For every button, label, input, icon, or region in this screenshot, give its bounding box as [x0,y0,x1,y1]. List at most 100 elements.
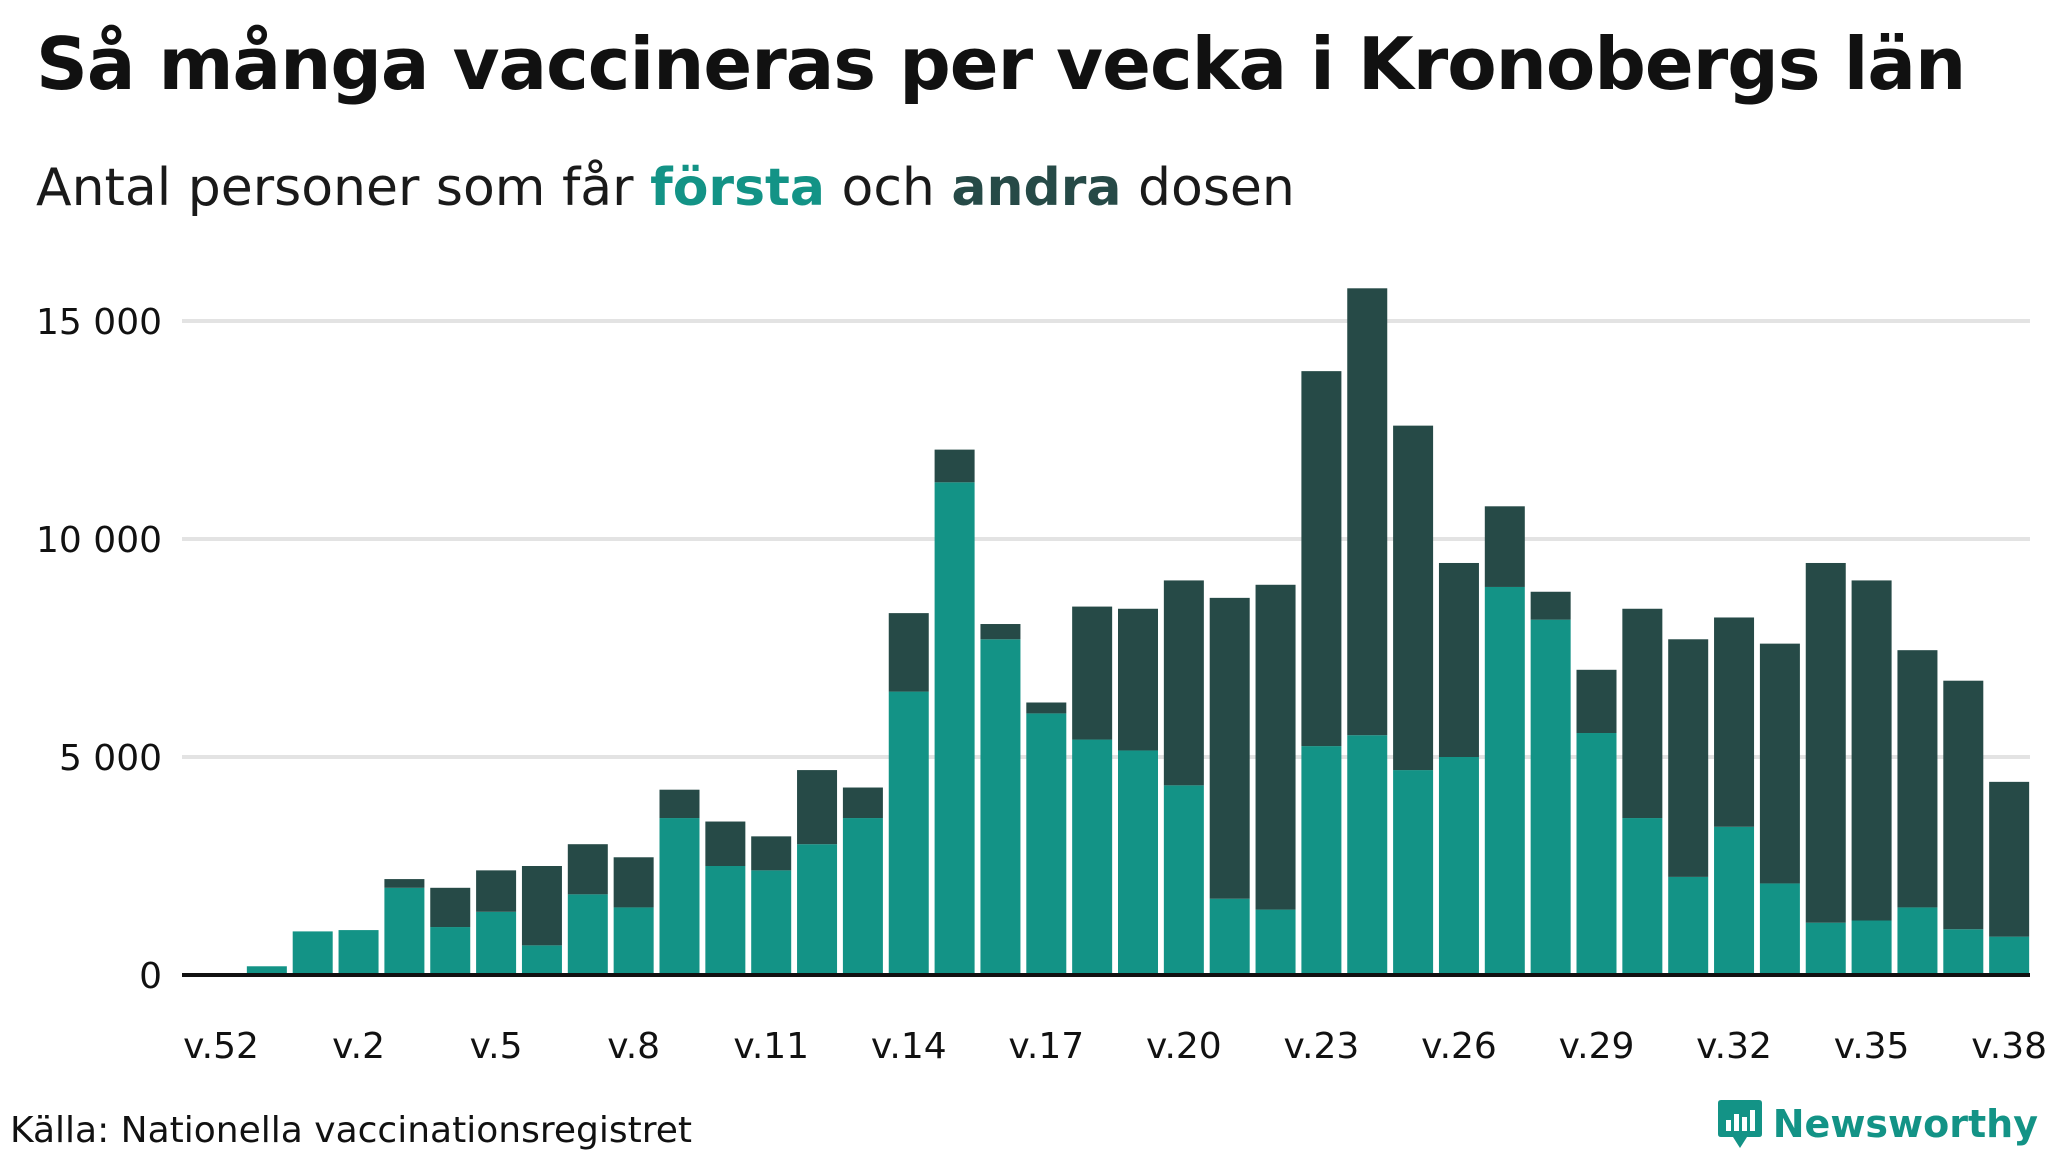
bar-second-dose [1576,669,1617,734]
bar-second-dose [613,857,654,908]
bar-second-dose [1393,425,1434,771]
subtitle-middle: och [824,158,952,218]
bar-first-dose [476,911,517,975]
bar-second-dose [1072,606,1113,740]
bar-first-dose [1209,898,1250,975]
bar-second-dose [1989,781,2030,937]
bar-second-dose [980,624,1021,640]
brand-logo: Newsworthy [1717,1098,2038,1150]
bar-first-dose [1851,920,1892,975]
bar-first-dose [1576,733,1617,975]
bar-first-dose [1530,619,1571,975]
bar-first-dose [1255,909,1296,975]
bar-first-dose [1943,929,1984,975]
bar-second-dose [521,866,562,946]
x-tick-label: v.23 [1284,1026,1360,1067]
bar-second-dose [1209,597,1250,899]
y-tick-label: 0 [139,956,162,997]
x-tick-label: v.14 [871,1026,947,1067]
newsworthy-logo-icon [1717,1100,1762,1148]
bar-first-dose [1668,876,1709,975]
x-tick-label: v.8 [607,1026,660,1067]
bar-second-dose [888,613,929,692]
bar-first-dose [1714,826,1755,975]
bar-second-dose [842,787,883,819]
bar-second-dose [1851,580,1892,921]
x-tick-label: v.32 [1696,1026,1772,1067]
bar-second-dose [476,870,517,912]
bar-first-dose [1163,785,1204,975]
bar-second-dose [1163,580,1204,786]
bar-first-dose [1759,883,1800,975]
stacked-bar-chart: 0 5 000 10 000 15 000 v.52 v.2 v.5 v.8 v.11 v.14 v… [36,288,2047,1067]
bar-second-dose [797,770,838,845]
bar-first-dose [1484,586,1525,975]
y-tick-label: 15 000 [36,302,162,343]
brand-name: Newsworthy [1772,1102,2038,1146]
bar-first-dose [751,870,792,975]
chart-subtitle: Antal personer som får första och andra … [36,158,1295,218]
x-tick-label: v.29 [1559,1026,1635,1067]
bar-first-dose [797,844,838,975]
bar-first-dose [1438,757,1479,975]
x-tick-label: v.2 [332,1026,385,1067]
bar-second-dose [1438,562,1479,757]
bar-second-dose [934,449,975,483]
bar-first-dose [842,818,883,975]
bar-first-dose [384,887,425,975]
subtitle-suffix: dosen [1121,158,1295,218]
x-tick-label: v.52 [183,1026,259,1067]
bar-second-dose [1347,288,1388,736]
bar-first-dose [1989,936,2030,975]
bar-first-dose [338,930,379,975]
bar-first-dose [1805,922,1846,975]
bar-first-dose [1301,746,1342,975]
bar-first-dose [1897,907,1938,975]
x-tick-label: v.5 [470,1026,523,1067]
bar-second-dose [430,887,471,928]
bar-second-dose [659,789,700,819]
bar-second-dose [384,879,425,888]
bar-first-dose [705,866,746,975]
bar-first-dose [888,691,929,975]
bar-second-dose [1484,506,1525,587]
bar-second-dose [1943,680,1984,930]
bar-second-dose [1668,639,1709,877]
y-tick-label: 5 000 [59,738,162,779]
x-tick-label: v.20 [1146,1026,1222,1067]
bar-first-dose [246,966,287,975]
source-note: Källa: Nationella vaccinationsregistret [10,1110,692,1151]
axes: 0 5 000 10 000 15 000 v.52 v.2 v.5 v.8 v.11 v.14 v… [36,302,2047,1067]
legend-second-dose: andra [951,158,1122,218]
bar-second-dose [705,821,746,866]
bar-first-dose [613,907,654,975]
bar-first-dose [1026,713,1067,975]
y-tick-label: 10 000 [36,520,162,561]
bar-first-dose [1118,750,1158,975]
bar-first-dose [430,927,471,975]
legend-first-dose: första [650,158,825,218]
bar-second-dose [1255,584,1296,910]
bar-second-dose [1714,617,1755,827]
bar-first-dose [980,639,1021,975]
bar-first-dose [659,818,700,975]
bar-first-dose [1622,818,1663,975]
bar-second-dose [567,844,608,895]
bar-second-dose [1026,702,1067,714]
bar-first-dose [292,931,333,975]
x-tick-label: v.26 [1421,1026,1497,1067]
bar-first-dose [567,894,608,975]
bar-second-dose [1622,608,1663,819]
chart-title: Så många vaccineras per vecka i Kronober… [36,22,1966,106]
bar-first-dose [1393,770,1434,975]
x-tick-label: v.38 [1971,1026,2047,1067]
bar-second-dose [1759,643,1800,884]
x-tick-label: v.11 [733,1026,809,1067]
subtitle-prefix: Antal personer som får [36,158,651,218]
bar-second-dose [1805,562,1846,923]
bar-second-dose [1530,591,1571,620]
bar-first-dose [1072,739,1113,975]
bars [246,288,2030,975]
bar-second-dose [1897,650,1938,908]
bar-first-dose [521,945,562,975]
